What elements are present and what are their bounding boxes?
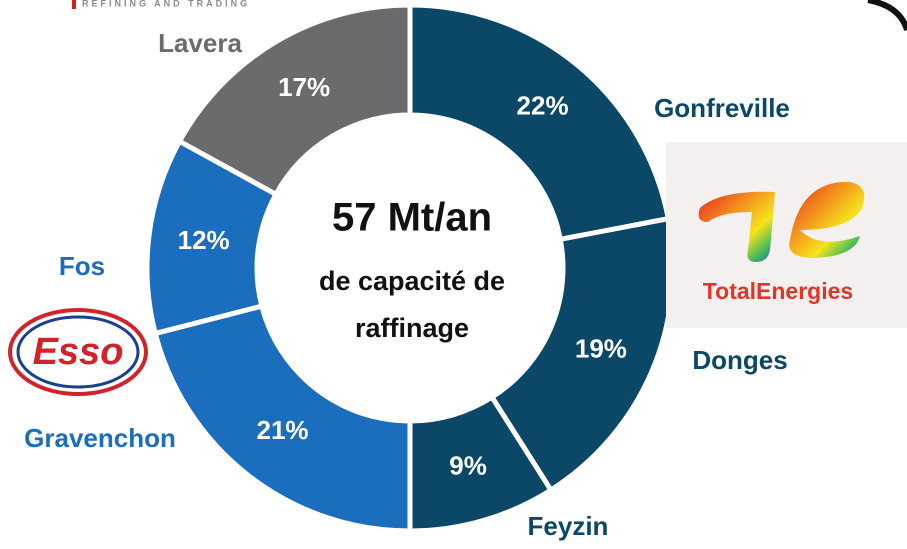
logo-shape	[698, 191, 775, 262]
corner-decoration	[867, 0, 907, 32]
value-label: 22%	[517, 91, 569, 121]
total-logo: TotalEnergies	[666, 142, 907, 328]
category-label: Gonfreville	[654, 93, 790, 123]
center-title: 57 Mt/an	[332, 196, 492, 240]
logo-text: TotalEnergies	[703, 278, 853, 304]
donut-segment	[176, 2, 413, 198]
value-label: 17%	[278, 72, 330, 102]
logo-text: Esso	[33, 331, 124, 373]
category-label: Lavera	[158, 28, 242, 58]
value-label: 12%	[178, 225, 230, 255]
center-line: de capacité de	[319, 266, 505, 296]
brand-bar	[72, 0, 76, 9]
value-label: 19%	[575, 333, 627, 363]
center-line: raffinage	[355, 313, 469, 343]
logo-background	[666, 142, 907, 328]
tagline: REFINING AND TRADING	[82, 0, 250, 8]
logo-oval	[8, 308, 148, 396]
donut-segment	[152, 303, 413, 534]
logo-oval	[16, 315, 140, 389]
category-label: Donges	[692, 345, 787, 375]
esso-logo: Esso	[8, 308, 148, 396]
donut-segment	[407, 2, 672, 243]
logo-shape	[789, 181, 865, 258]
donut-chart: 22% 19% 9% 21% 12% 17%	[144, 2, 676, 534]
value-label: 21%	[256, 415, 308, 445]
category-label: Feyzin	[528, 511, 609, 541]
category-label: Gravenchon	[24, 423, 176, 453]
donut-hole	[259, 117, 561, 419]
category-label: Fos	[59, 251, 105, 281]
value-label: 9%	[449, 451, 487, 481]
